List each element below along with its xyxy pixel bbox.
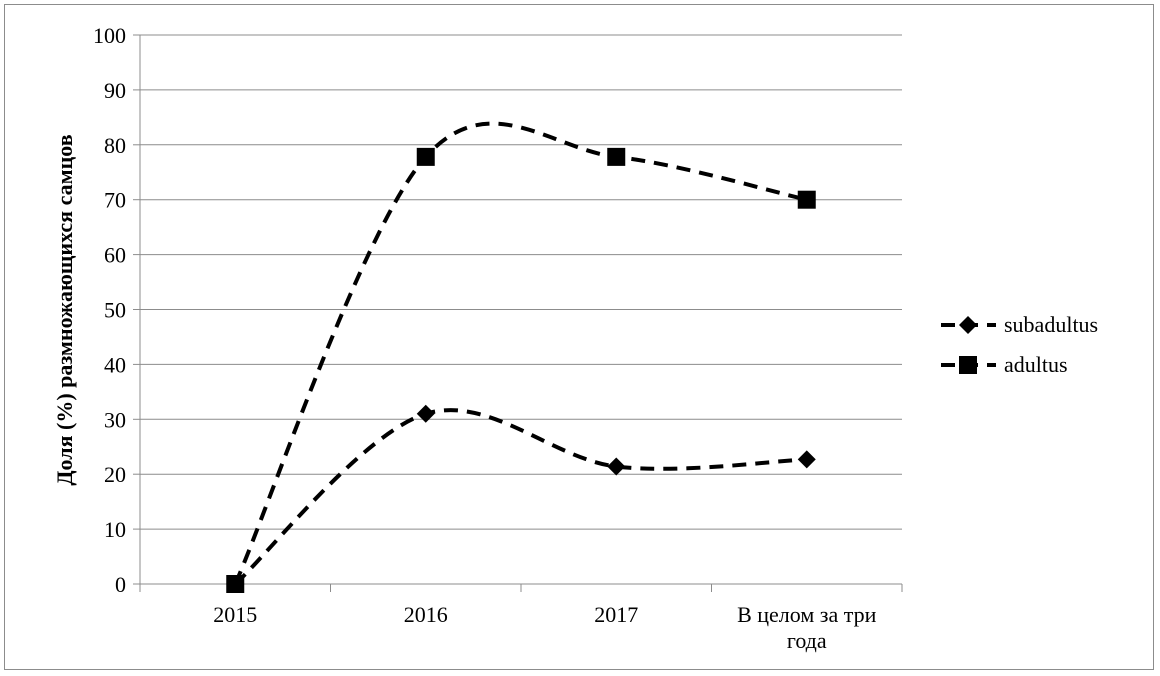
x-tick-label-line: 2016 — [404, 602, 448, 627]
x-tick-label-line: 2017 — [594, 602, 638, 627]
y-tick-labels: 0 10 20 30 40 50 60 70 80 90 100 — [93, 23, 126, 597]
y-tick-label: 60 — [104, 243, 126, 268]
y-tick-label: 30 — [104, 407, 126, 432]
series-subadultus — [226, 404, 816, 593]
series-group — [226, 121, 816, 593]
data-point-subadultus — [797, 450, 816, 469]
data-point-adultus — [607, 147, 626, 166]
chart-frame — [4, 4, 1154, 670]
y-tick-label: 0 — [115, 572, 126, 597]
y-tick-label: 100 — [93, 23, 126, 48]
series-adultus — [226, 121, 816, 593]
legend-item-adultus: adultus — [941, 352, 1068, 377]
axes — [133, 34, 903, 592]
y-tick-label: 20 — [104, 462, 126, 487]
series-line-adultus — [233, 121, 808, 585]
legend-item-subadultus: subadultus — [941, 312, 1098, 337]
x-tick-labels: 2015 2016 2017 В целом за три года — [213, 602, 876, 653]
x-tick-label-line: 2015 — [213, 602, 257, 627]
y-tick-label: 90 — [104, 78, 126, 103]
x-tick-label-line: В целом за три — [737, 602, 877, 627]
legend-label: subadultus — [1004, 312, 1098, 337]
y-tick-label: 80 — [104, 133, 126, 158]
y-tick-label: 40 — [104, 352, 126, 377]
x-tick-label: В целом за три года — [737, 602, 877, 653]
gridlines — [140, 34, 902, 530]
legend-marker — [959, 316, 977, 334]
x-tick-label: 2016 — [404, 602, 448, 627]
x-tick-label: 2017 — [594, 602, 638, 627]
data-point-adultus — [416, 147, 435, 166]
data-point-adultus — [797, 190, 816, 209]
x-tick-label-line: года — [787, 628, 827, 653]
legend-label: adultus — [1004, 352, 1068, 377]
legend-marker — [959, 356, 977, 374]
y-tick-label: 10 — [104, 517, 126, 542]
legend: subadultus adultus — [941, 312, 1098, 377]
data-point-adultus — [226, 575, 245, 593]
x-tick-label: 2015 — [213, 602, 257, 627]
y-tick-label: 50 — [104, 298, 126, 323]
y-tick-label: 70 — [104, 188, 126, 213]
data-point-subadultus — [416, 404, 435, 423]
series-line-subadultus — [233, 408, 807, 586]
data-point-subadultus — [607, 457, 626, 476]
y-axis-label: Доля (%) размножающихся самцов — [52, 134, 77, 485]
